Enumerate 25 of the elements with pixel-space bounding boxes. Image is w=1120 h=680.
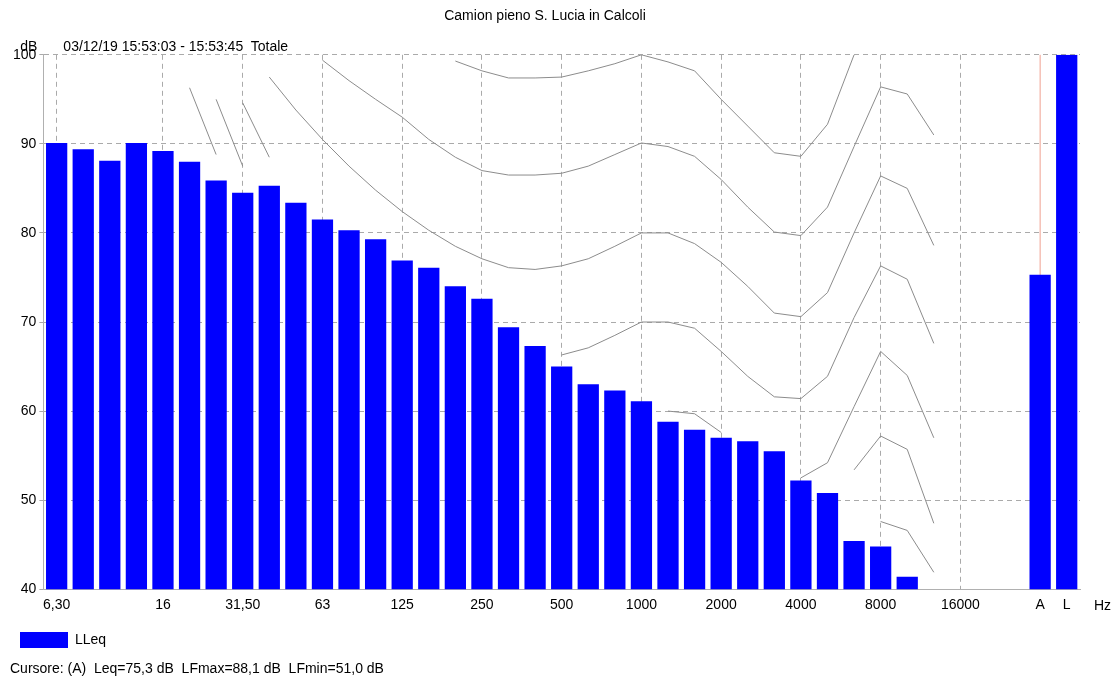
y-tick-label: 70 <box>20 312 37 329</box>
x-tick-label: 500 <box>550 596 574 613</box>
chart-title: Camion pieno S. Lucia in Calcoli <box>444 7 646 24</box>
x-tick-label: A <box>1035 596 1046 613</box>
x-tick-label: L <box>1062 596 1071 613</box>
x-tick-label: 63 <box>314 596 331 613</box>
x-axis-title: Hz <box>1094 597 1112 614</box>
y-tick-label: 90 <box>20 134 37 151</box>
x-tick-label: 16 <box>155 596 171 613</box>
chart-subtitle: 03/12/19 15:53:03 - 15:53:45 Totale <box>63 37 289 54</box>
y-tick-label: 60 <box>20 401 37 418</box>
x-tick-label: 2000 <box>705 596 737 613</box>
x-tick-label: 8000 <box>865 596 897 613</box>
y-tick-label: 80 <box>20 223 37 240</box>
y-tick-label: 50 <box>20 490 37 507</box>
x-tick-label: 6,30 <box>43 596 71 613</box>
legend-label: LLeq <box>75 630 107 647</box>
y-tick-label: 40 <box>20 580 37 597</box>
x-tick-label: 16000 <box>940 596 981 613</box>
x-tick-label: 250 <box>470 596 494 613</box>
text: Cursore: (A) Leq=75,3 dB LFmax=88,1 dB LFmin=51,0 dB <box>10 659 384 676</box>
x-tick-label: 125 <box>390 596 415 613</box>
x-tick-label: 4000 <box>785 596 817 613</box>
x-tick-label: 31,50 <box>225 596 261 613</box>
x-tick-label: 1000 <box>625 596 658 613</box>
